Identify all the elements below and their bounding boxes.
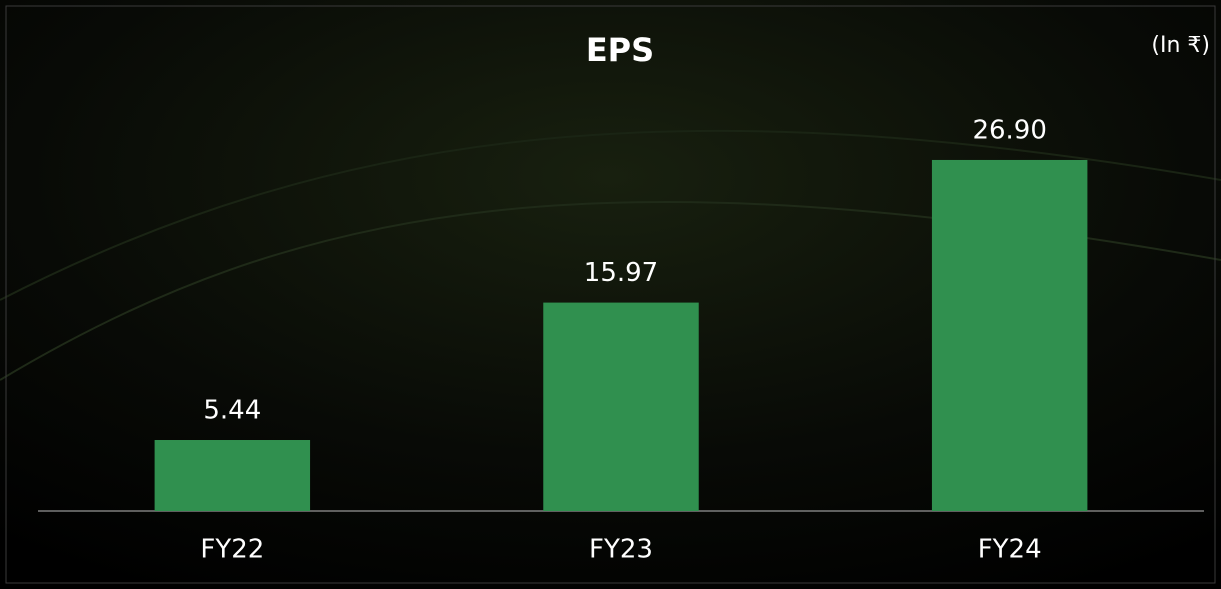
x-tick-label: FY23: [589, 535, 653, 565]
x-tick-label: FY22: [200, 535, 264, 565]
chart-title: EPS: [586, 31, 654, 69]
frame: [5, 5, 1216, 584]
value-label: 15.97: [584, 258, 658, 288]
value-label: 26.90: [972, 115, 1046, 145]
x-tick-label: FY24: [978, 535, 1042, 565]
bar: [931, 159, 1088, 511]
bar: [154, 440, 311, 511]
bar: [543, 302, 699, 511]
value-label: 5.44: [203, 396, 261, 426]
decor-swirl: [0, 129, 1221, 301]
chart-subtitle: (In ₹): [1151, 33, 1210, 58]
